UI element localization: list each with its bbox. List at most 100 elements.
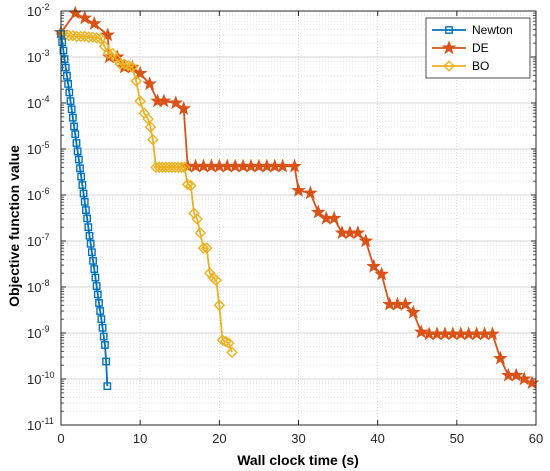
- bo-point: [181, 178, 194, 191]
- newton-point: [64, 80, 73, 88]
- newton-point: [74, 155, 83, 164]
- de-point: [132, 65, 148, 80]
- newton-point: [83, 214, 92, 223]
- x-tick-label: 0: [57, 431, 64, 446]
- bo-point: [78, 30, 91, 43]
- de-point: [366, 258, 381, 273]
- bo-point: [86, 31, 99, 43]
- y-tick-label: 10-8: [27, 278, 49, 295]
- y-tick-label: 10-5: [27, 140, 49, 157]
- y-tick-label: 10-2: [27, 2, 49, 19]
- bo-point: [216, 334, 229, 346]
- de-point: [516, 371, 532, 386]
- de-point: [77, 10, 93, 25]
- bo-point: [223, 337, 235, 349]
- newton-point: [59, 46, 68, 55]
- y-tick-label: 10-11: [27, 416, 54, 433]
- de-point: [287, 158, 302, 173]
- bo-point: [147, 133, 159, 146]
- de-point: [86, 16, 102, 30]
- x-axis-label: Wall clock time (s): [237, 452, 359, 468]
- y-tick-label: 10-6: [27, 186, 49, 203]
- grid-lines: [60, 10, 537, 426]
- bo-point: [226, 346, 238, 359]
- bo-point: [191, 213, 203, 225]
- newton-point: [89, 256, 97, 265]
- y-tick-label: 10-4: [27, 94, 49, 111]
- newton-point: [92, 282, 101, 290]
- legend-entry-de: DE: [432, 40, 489, 55]
- de-point: [326, 210, 342, 225]
- bo-point: [200, 242, 213, 254]
- newton-point: [66, 97, 75, 105]
- de-point: [156, 93, 172, 108]
- bo-point: [134, 95, 146, 107]
- newton-point: [85, 231, 94, 240]
- newton-point: [101, 341, 109, 349]
- newton-point: [63, 71, 71, 80]
- x-tick-label: 30: [291, 431, 305, 446]
- x-tick-label: 50: [450, 431, 464, 446]
- bo-point: [126, 61, 139, 73]
- newton-point: [98, 323, 107, 332]
- de-point: [168, 95, 184, 110]
- de-point: [406, 304, 421, 319]
- plot-series: [53, 5, 540, 391]
- newton-point: [90, 265, 99, 273]
- bo-point: [185, 179, 197, 192]
- de-point: [311, 204, 326, 219]
- bo-point: [102, 47, 115, 60]
- x-tick-label: 40: [370, 431, 384, 446]
- de-point: [413, 324, 429, 339]
- y-axis-label: Objective function value: [6, 145, 22, 307]
- newton-point: [82, 206, 90, 214]
- bo-point: [71, 30, 83, 43]
- tick-labels: 10-11 10-10 10-9 10-8 10-7 10-6 10-5 10-4 10-3 10…: [27, 2, 543, 446]
- de-point: [303, 185, 318, 200]
- de-point: [291, 182, 306, 197]
- bo-point: [204, 267, 216, 279]
- newton-point: [79, 189, 88, 198]
- y-tick-label: 10-7: [27, 232, 49, 249]
- legend-entry-newton: Newton: [432, 23, 513, 37]
- legend-entry-bo: BO: [432, 59, 489, 73]
- de-point: [374, 266, 389, 281]
- x-tick-label: 20: [212, 431, 226, 446]
- bo-point: [219, 335, 232, 348]
- legend: Newton DE BO: [425, 17, 531, 79]
- bo-point: [67, 29, 79, 42]
- newton-point: [103, 382, 112, 391]
- legend-marker: [445, 26, 453, 34]
- newton-point: [84, 223, 93, 232]
- bo-point: [213, 299, 226, 312]
- de-point: [493, 350, 508, 365]
- newton-point: [102, 357, 111, 366]
- de-point: [508, 367, 524, 382]
- newton-point: [91, 273, 100, 282]
- newton-point: [77, 172, 86, 181]
- de-point: [485, 326, 500, 341]
- legend-marker: [443, 60, 455, 72]
- plot-frame: [60, 10, 537, 426]
- legend-label: Newton: [472, 23, 513, 37]
- x-tick-label: 10: [133, 431, 147, 446]
- newton-point: [80, 197, 89, 206]
- de-point: [100, 27, 115, 42]
- bo-point: [75, 30, 87, 43]
- de-point: [142, 76, 157, 91]
- de-point: [275, 158, 290, 173]
- newton-point: [70, 122, 78, 131]
- y-tick-label: 10-3: [27, 48, 49, 65]
- bo-point: [94, 32, 107, 45]
- newton-point: [73, 147, 82, 156]
- newton-point: [65, 88, 74, 97]
- newton-point: [93, 290, 102, 299]
- newton-point: [95, 299, 103, 307]
- bo-point: [175, 161, 188, 174]
- y-tick-label: 10-9: [27, 324, 49, 341]
- bo-point: [82, 31, 95, 43]
- de-point: [176, 101, 191, 115]
- bo-point: [63, 29, 75, 42]
- newton-point: [87, 248, 96, 257]
- de-point: [524, 375, 540, 390]
